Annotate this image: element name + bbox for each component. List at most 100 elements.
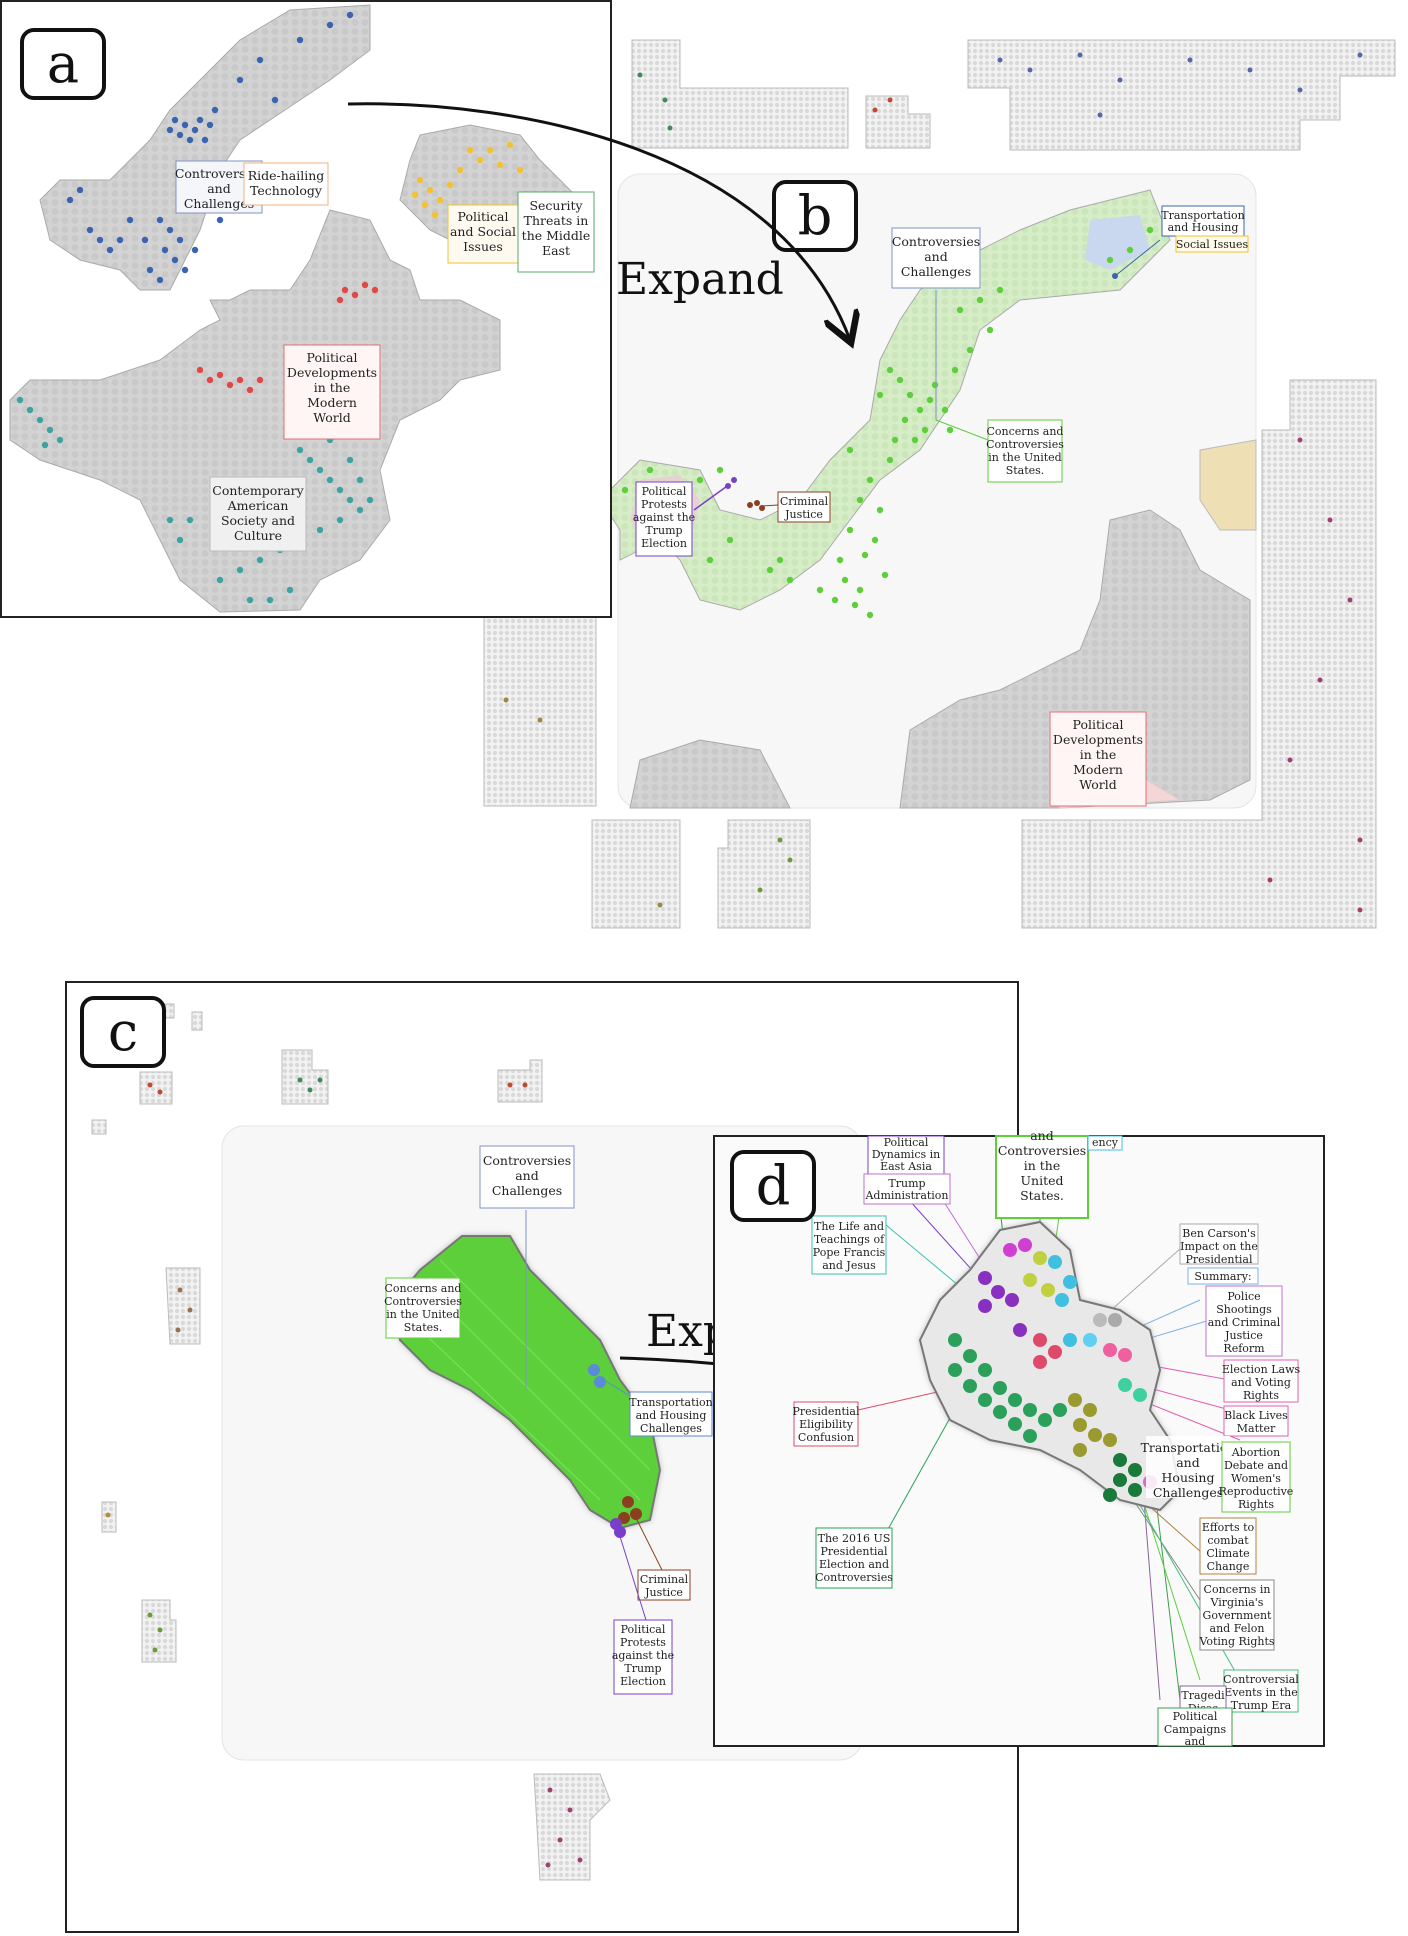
label-line: East Asia bbox=[880, 1160, 932, 1173]
label-d-election-laws: Election Laws and Voting Rights bbox=[1222, 1359, 1301, 1403]
svg-text:Challenges: Challenges bbox=[1153, 1485, 1223, 1500]
svg-text:the Middle: the Middle bbox=[522, 228, 591, 243]
label-line: in the United bbox=[988, 451, 1061, 464]
svg-text:Challenges: Challenges bbox=[184, 196, 254, 211]
svg-text:Concerns and: Concerns and bbox=[987, 425, 1064, 438]
brown-dots-b bbox=[747, 500, 765, 511]
svg-text:The 2016 US: The 2016 US bbox=[818, 1532, 891, 1545]
svg-text:Election Laws: Election Laws bbox=[1222, 1363, 1301, 1376]
label-line: Technology bbox=[250, 183, 323, 198]
svg-text:Rights: Rights bbox=[1238, 1498, 1274, 1511]
svg-text:East Asia: East Asia bbox=[880, 1160, 932, 1173]
svg-text:and: and bbox=[924, 249, 948, 264]
label-line: Black Lives bbox=[1224, 1409, 1288, 1422]
panel-b-labels: Controversies and Challenges Transportat… bbox=[633, 180, 1249, 807]
panel-letter-b: b bbox=[772, 180, 858, 252]
svg-text:Political: Political bbox=[307, 350, 358, 365]
grid-block-left bbox=[483, 609, 597, 807]
label-line: Criminal bbox=[640, 1573, 689, 1586]
label-line: and Jesus bbox=[822, 1259, 876, 1272]
svg-text:against the: against the bbox=[612, 1649, 674, 1662]
label-line: and Felon bbox=[1210, 1622, 1265, 1635]
label-line: Efforts to bbox=[1202, 1521, 1255, 1534]
svg-text:States.: States. bbox=[404, 1321, 443, 1334]
svg-text:and Housing: and Housing bbox=[1168, 221, 1239, 234]
svg-text:Challenges: Challenges bbox=[901, 264, 971, 279]
svg-text:Controversies: Controversies bbox=[815, 1571, 893, 1584]
label-c-political-protests: Political Protests against the Trump Ele… bbox=[612, 1619, 674, 1695]
label-line: Culture bbox=[234, 528, 282, 543]
svg-text:and Social: and Social bbox=[450, 224, 516, 239]
blue-dots-c bbox=[588, 1364, 606, 1388]
svg-text:Challenges: Challenges bbox=[640, 1422, 702, 1435]
label-line: Election bbox=[641, 537, 687, 550]
label-line: combat bbox=[1207, 1534, 1249, 1547]
svg-text:Debate and: Debate and bbox=[1224, 1459, 1288, 1472]
svg-text:Political: Political bbox=[1073, 717, 1124, 732]
label-line: Transportation bbox=[1141, 1440, 1236, 1455]
svg-text:American: American bbox=[227, 498, 289, 513]
svg-text:Criminal: Criminal bbox=[780, 495, 829, 508]
label-line: and Social bbox=[450, 224, 516, 239]
label-line: East bbox=[542, 243, 570, 258]
label-line: Criminal bbox=[780, 495, 829, 508]
label-line: Challenges bbox=[184, 196, 254, 211]
svg-text:Controversies: Controversies bbox=[483, 1153, 571, 1168]
label-line: and bbox=[1185, 1735, 1206, 1748]
label-line: Trump Era bbox=[1231, 1699, 1292, 1712]
svg-text:and Jesus: and Jesus bbox=[822, 1259, 876, 1272]
svg-text:in the United: in the United bbox=[988, 451, 1061, 464]
label-line: in the United bbox=[386, 1308, 459, 1321]
svg-text:Social Issues: Social Issues bbox=[1176, 238, 1249, 251]
region-large-gray-a bbox=[9, 209, 501, 613]
label-c-concerns: Concerns and Controversies in the United… bbox=[384, 1277, 462, 1339]
panel-letter-a: a bbox=[20, 28, 106, 100]
svg-text:and Felon: and Felon bbox=[1210, 1622, 1265, 1635]
label-line: Controversies bbox=[998, 1143, 1086, 1158]
expand-label-1: Expand bbox=[616, 254, 784, 305]
svg-text:combat: combat bbox=[1207, 1534, 1249, 1547]
svg-text:Transportation: Transportation bbox=[1141, 1440, 1236, 1455]
label-line: Teachings of bbox=[814, 1233, 885, 1246]
label-line: against the bbox=[612, 1649, 674, 1662]
label-line: Reproductive bbox=[1219, 1485, 1294, 1498]
svg-text:Election and: Election and bbox=[819, 1558, 889, 1571]
grid-block-top-small bbox=[865, 95, 931, 149]
label-line: World bbox=[313, 410, 351, 425]
label-line: The Life and bbox=[814, 1220, 884, 1233]
label-line: Change bbox=[1207, 1560, 1250, 1573]
label-line: Debate and bbox=[1224, 1459, 1288, 1472]
svg-text:Culture: Culture bbox=[234, 528, 282, 543]
label-line: Developments bbox=[287, 365, 377, 380]
expand-arrow-ab: Expand bbox=[347, 102, 850, 340]
svg-text:Efforts to: Efforts to bbox=[1202, 1521, 1255, 1534]
label-line: Concerns and bbox=[385, 1282, 462, 1295]
svg-text:Technology: Technology bbox=[250, 183, 323, 198]
grid-block-bottom-1 bbox=[591, 819, 681, 929]
label-c-transportation: Transportation and Housing Challenges bbox=[629, 1391, 713, 1437]
teal-dots-a bbox=[16, 396, 374, 604]
svg-text:and: and bbox=[1030, 1128, 1054, 1143]
svg-text:c: c bbox=[108, 1000, 138, 1063]
panel-b bbox=[483, 39, 1396, 929]
svg-text:Protests: Protests bbox=[641, 498, 687, 511]
label-a-political-social: Political and Social Issues bbox=[447, 204, 519, 264]
label-line: Concerns and bbox=[987, 425, 1064, 438]
svg-text:Voting Rights: Voting Rights bbox=[1198, 1635, 1274, 1648]
label-c-controversies: Controversies and Challenges bbox=[479, 1145, 575, 1209]
label-line: Transportation bbox=[1161, 209, 1244, 222]
svg-text:Impact on the: Impact on the bbox=[1180, 1240, 1258, 1253]
cluster-dots-d bbox=[948, 1238, 1157, 1502]
label-d-ben-carson: Ben Carson's Impact on the Presidential bbox=[1179, 1223, 1259, 1266]
label-line: and Voting bbox=[1231, 1376, 1291, 1389]
svg-text:Events in the: Events in the bbox=[1224, 1686, 1298, 1699]
label-line: Protests bbox=[620, 1636, 666, 1649]
svg-text:World: World bbox=[1079, 777, 1117, 792]
label-line: States. bbox=[404, 1321, 443, 1334]
region-yellow-b-edge bbox=[1199, 439, 1257, 531]
svg-text:Controversies: Controversies bbox=[175, 166, 263, 181]
label-line: in the bbox=[1024, 1158, 1061, 1173]
label-line: Rights bbox=[1238, 1498, 1274, 1511]
label-line: Threats in bbox=[524, 213, 589, 228]
label-a-ride-hailing: Ride-hailing Technology bbox=[243, 162, 329, 206]
